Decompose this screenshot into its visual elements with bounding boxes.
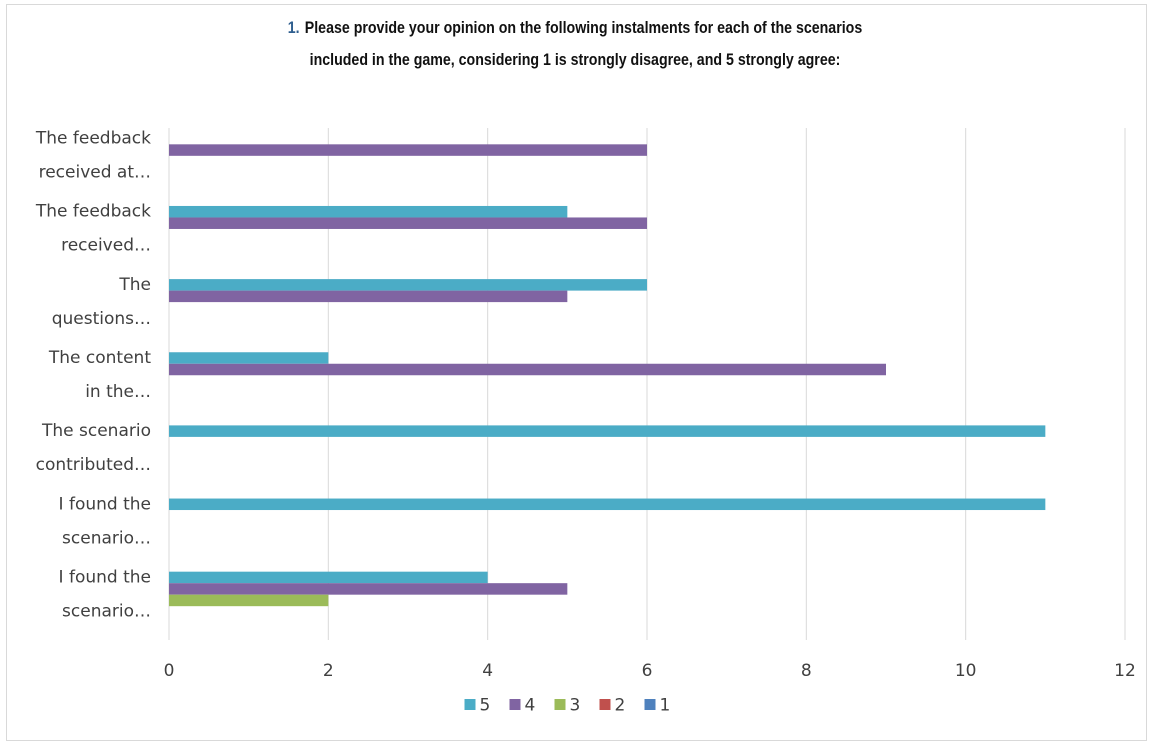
bar-series-3 <box>169 594 329 607</box>
legend-swatch-4 <box>509 699 521 710</box>
bar-series-5 <box>169 279 647 291</box>
bar-series-5 <box>169 352 329 364</box>
bar-series-4 <box>169 144 647 156</box>
x-tick-label: 6 <box>642 661 653 681</box>
category-label: in the… <box>85 382 151 402</box>
bar-series-5 <box>169 571 488 584</box>
title-line-1: 1. Please provide your opinion on the fol… <box>81 12 1070 44</box>
title-text-1: Please provide your opinion on the follo… <box>304 19 863 37</box>
legend-swatch-2 <box>599 699 611 710</box>
legend-label-4: 4 <box>525 696 536 716</box>
legend-swatch-5 <box>464 699 476 710</box>
legend-label-3: 3 <box>570 696 581 716</box>
bar-series-5 <box>169 498 1046 511</box>
legend-label-1: 1 <box>660 696 671 716</box>
legend-label-2: 2 <box>615 696 626 716</box>
x-tick-label: 8 <box>801 661 812 681</box>
x-tick-label: 2 <box>323 661 334 681</box>
title-line-2: included in the game, considering 1 is s… <box>309 51 841 69</box>
x-tick-label: 12 <box>1114 661 1136 681</box>
bar-series-5 <box>169 425 1046 437</box>
category-label: The <box>118 275 151 295</box>
category-label: I found the <box>59 494 151 514</box>
bar-series-4 <box>169 290 568 303</box>
category-label: questions… <box>52 309 151 329</box>
category-label: contributed… <box>36 455 151 475</box>
legend-swatch-3 <box>554 699 566 710</box>
bar-series-4 <box>169 583 568 595</box>
category-label: The feedback <box>35 129 151 149</box>
legend-swatch-1 <box>644 699 656 710</box>
category-label: received at… <box>39 163 151 183</box>
category-label: I found the <box>59 567 151 587</box>
x-tick-label: 4 <box>482 661 493 681</box>
category-label: The scenario <box>41 421 151 441</box>
category-label: The content <box>48 348 151 368</box>
x-tick-label: 0 <box>164 661 175 681</box>
bar-series-5 <box>169 205 568 218</box>
legend-label-5: 5 <box>480 696 491 716</box>
bar-series-4 <box>169 363 886 376</box>
category-label: received… <box>61 236 151 256</box>
x-tick-label: 10 <box>955 661 977 681</box>
category-label: scenario… <box>62 601 151 621</box>
title-number: 1. <box>287 19 300 37</box>
chart-title: 1. Please provide your opinion on the fol… <box>81 12 1070 76</box>
bar-series-4 <box>169 217 647 229</box>
category-label: The feedback <box>35 202 151 222</box>
category-label: scenario… <box>62 528 151 548</box>
